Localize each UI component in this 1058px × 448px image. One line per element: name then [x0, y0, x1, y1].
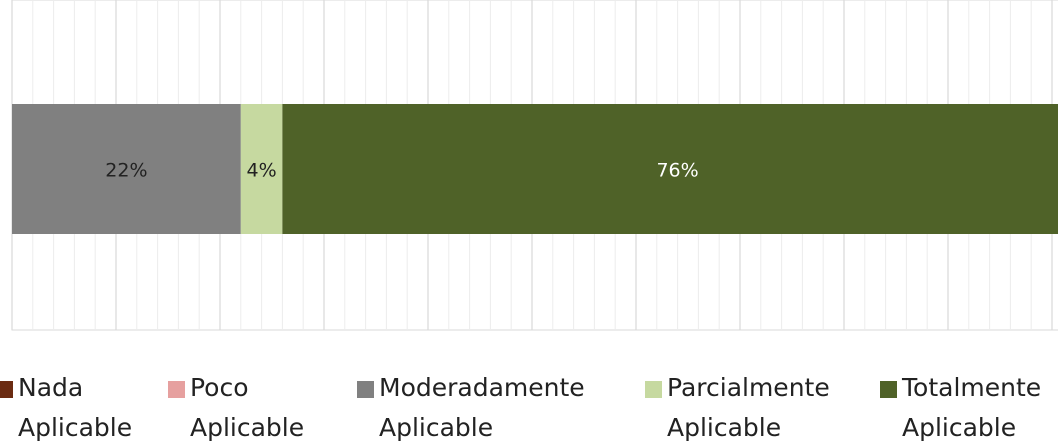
legend-swatch: [357, 381, 374, 398]
legend-item: Parcialmente Aplicable: [645, 368, 845, 448]
legend-item: Moderadamente Aplicable: [357, 368, 617, 448]
legend-item: Totalmente Aplicable: [880, 368, 1058, 448]
legend-item: Nada Aplicable: [0, 368, 146, 448]
legend-item: Poco Aplicable: [168, 368, 328, 448]
legend-swatch: [0, 381, 13, 398]
data-label: 76%: [656, 160, 698, 182]
bar-segment: [282, 104, 1058, 234]
legend-swatch: [880, 381, 897, 398]
legend-label: Poco Aplicable: [190, 373, 305, 442]
chart: 22% 4% 76%: [11, 0, 1058, 331]
legend-label: Parcialmente Aplicable: [667, 373, 830, 442]
legend-label: Moderadamente Aplicable: [379, 373, 585, 442]
data-label: 4%: [247, 160, 277, 182]
bar-segment: [240, 104, 283, 234]
legend-label: Totalmente Aplicable: [902, 373, 1042, 442]
legend-swatch: [645, 381, 662, 398]
legend-swatch: [168, 381, 185, 398]
legend-label: Nada Aplicable: [18, 373, 133, 442]
bar-segment: [12, 104, 241, 234]
data-label: 22%: [105, 160, 147, 182]
